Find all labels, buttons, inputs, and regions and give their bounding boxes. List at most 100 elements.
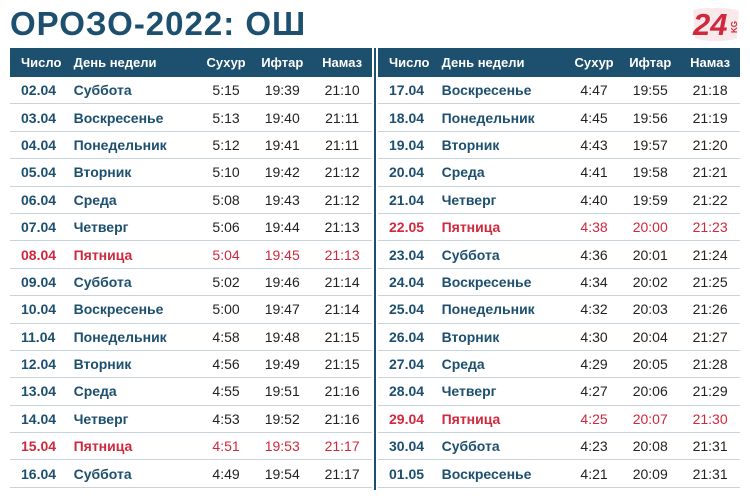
cell-iftar: 20:03 <box>620 295 681 324</box>
cell-day: Воскресенье <box>441 77 568 105</box>
cell-namaz: 21:18 <box>680 77 740 105</box>
cell-suhur: 4:29 <box>567 350 621 379</box>
table-row: 20.04 Среда 4:41 19:58 21:21 <box>378 158 740 187</box>
cell-day: Воскресенье <box>73 103 200 132</box>
cell-namaz: 21:16 <box>312 377 372 406</box>
header-date: Число <box>10 48 74 77</box>
cell-namaz: 21:16 <box>312 405 372 434</box>
cell-iftar: 20:08 <box>620 432 681 461</box>
cell-day: Вторник <box>441 323 568 351</box>
header-iftar: Ифтар <box>620 48 681 77</box>
schedule-table-left: Число День недели Сухур Ифтар Намаз 02.0… <box>10 48 372 488</box>
cell-suhur: 4:51 <box>199 432 253 461</box>
cell-namaz: 21:29 <box>680 377 740 406</box>
table-row: 14.04 Четверг 4:53 19:52 21:16 <box>10 405 372 434</box>
cell-iftar: 19:54 <box>252 459 313 488</box>
cell-day: Среда <box>73 186 200 214</box>
cell-day: Пятница <box>73 240 200 269</box>
cell-day: Понедельник <box>73 131 200 160</box>
cell-date: 23.04 <box>378 240 442 269</box>
table-row: 12.04 Вторник 4:56 19:49 21:15 <box>10 350 372 379</box>
table-row: 28.04 Четверг 4:27 20:06 21:29 <box>378 377 740 406</box>
table-row: 16.04 Суббота 4:49 19:54 21:17 <box>10 459 372 488</box>
cell-iftar: 19:49 <box>252 350 313 379</box>
cell-day: Суббота <box>441 240 568 269</box>
cell-date: 12.04 <box>10 350 74 379</box>
cell-iftar: 19:55 <box>620 77 681 105</box>
table-row: 23.04 Суббота 4:36 20:01 21:24 <box>378 240 740 269</box>
cell-day: Четверг <box>441 377 568 406</box>
cell-iftar: 20:02 <box>620 268 681 297</box>
cell-day: Пятница <box>73 432 200 461</box>
cell-suhur: 4:49 <box>199 459 253 488</box>
cell-suhur: 4:55 <box>199 377 253 406</box>
cell-iftar: 19:56 <box>620 103 681 132</box>
cell-iftar: 19:48 <box>252 323 313 351</box>
cell-day: Пятница <box>441 213 568 242</box>
cell-namaz: 21:12 <box>312 186 372 214</box>
cell-suhur: 4:45 <box>567 103 621 132</box>
table-row: 15.04 Пятница 4:51 19:53 21:17 <box>10 432 372 461</box>
24kg-logo: 24 KG <box>692 7 739 42</box>
cell-day: Суббота <box>73 459 200 488</box>
cell-date: 26.04 <box>378 323 442 351</box>
cell-iftar: 20:01 <box>620 240 681 269</box>
cell-namaz: 21:14 <box>312 268 372 297</box>
cell-namaz: 21:27 <box>680 323 740 351</box>
cell-iftar: 19:46 <box>252 268 313 297</box>
cell-suhur: 4:21 <box>567 459 621 488</box>
cell-date: 06.04 <box>10 186 74 214</box>
table-row: 18.04 Понедельник 4:45 19:56 21:19 <box>378 103 740 132</box>
table-row: 07.04 Четверг 5:06 19:44 21:13 <box>10 213 372 242</box>
cell-iftar: 19:47 <box>252 295 313 324</box>
table-row: 17.04 Воскресенье 4:47 19:55 21:18 <box>378 77 740 105</box>
cell-date: 19.04 <box>378 131 442 160</box>
cell-namaz: 21:11 <box>312 131 372 160</box>
cell-suhur: 4:58 <box>199 323 253 351</box>
cell-namaz: 21:10 <box>312 77 372 105</box>
cell-iftar: 20:05 <box>620 350 681 379</box>
cell-date: 09.04 <box>10 268 74 297</box>
cell-iftar: 19:51 <box>252 377 313 406</box>
cell-day: Четверг <box>441 186 568 214</box>
cell-namaz: 21:11 <box>312 103 372 132</box>
cell-day: Среда <box>441 350 568 379</box>
cell-suhur: 4:56 <box>199 350 253 379</box>
cell-date: 13.04 <box>10 377 74 406</box>
header-day: День недели <box>73 48 200 77</box>
table-row: 13.04 Среда 4:55 19:51 21:16 <box>10 377 372 406</box>
cell-namaz: 21:25 <box>680 268 740 297</box>
cell-date: 07.04 <box>10 213 74 242</box>
cell-suhur: 4:43 <box>567 131 621 160</box>
cell-suhur: 5:15 <box>199 77 253 105</box>
cell-day: Понедельник <box>441 295 568 324</box>
cell-namaz: 21:14 <box>312 295 372 324</box>
cell-date: 25.04 <box>378 295 442 324</box>
cell-namaz: 21:17 <box>312 432 372 461</box>
cell-iftar: 19:44 <box>252 213 313 242</box>
table-row: 03.04 Воскресенье 5:13 19:40 21:11 <box>10 103 372 132</box>
cell-suhur: 4:32 <box>567 295 621 324</box>
cell-date: 29.04 <box>378 405 442 434</box>
cell-date: 30.04 <box>378 432 442 461</box>
cell-namaz: 21:13 <box>312 240 372 269</box>
cell-iftar: 19:52 <box>252 405 313 434</box>
table-row: 01.05 Воскресенье 4:21 20:09 21:31 <box>378 459 740 488</box>
cell-day: Среда <box>441 158 568 187</box>
table-row: 02.04 Суббота 5:15 19:39 21:10 <box>10 77 372 105</box>
cell-day: Вторник <box>441 131 568 160</box>
cell-suhur: 4:34 <box>567 268 621 297</box>
schedule-table-right: Число День недели Сухур Ифтар Намаз 17.0… <box>378 48 740 488</box>
cell-suhur: 4:36 <box>567 240 621 269</box>
table-header-row: Число День недели Сухур Ифтар Намаз <box>10 48 372 77</box>
cell-date: 08.04 <box>10 240 74 269</box>
cell-namaz: 21:19 <box>680 103 740 132</box>
cell-day: Воскресенье <box>441 268 568 297</box>
cell-namaz: 21:13 <box>312 213 372 242</box>
cell-date: 27.04 <box>378 350 442 379</box>
cell-namaz: 21:15 <box>312 323 372 351</box>
cell-namaz: 21:17 <box>312 459 372 488</box>
cell-date: 15.04 <box>10 432 74 461</box>
cell-date: 18.04 <box>378 103 442 132</box>
cell-day: Четверг <box>73 213 200 242</box>
